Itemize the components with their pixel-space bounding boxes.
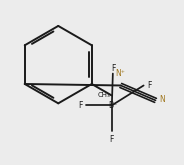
- Text: CH₃: CH₃: [97, 92, 110, 98]
- Text: B⁻: B⁻: [108, 101, 117, 110]
- Text: F: F: [78, 101, 82, 110]
- Text: F: F: [147, 81, 152, 90]
- Text: N⁺: N⁺: [115, 69, 125, 78]
- Text: N: N: [159, 95, 165, 104]
- Text: F: F: [112, 64, 116, 73]
- Text: F: F: [110, 135, 114, 144]
